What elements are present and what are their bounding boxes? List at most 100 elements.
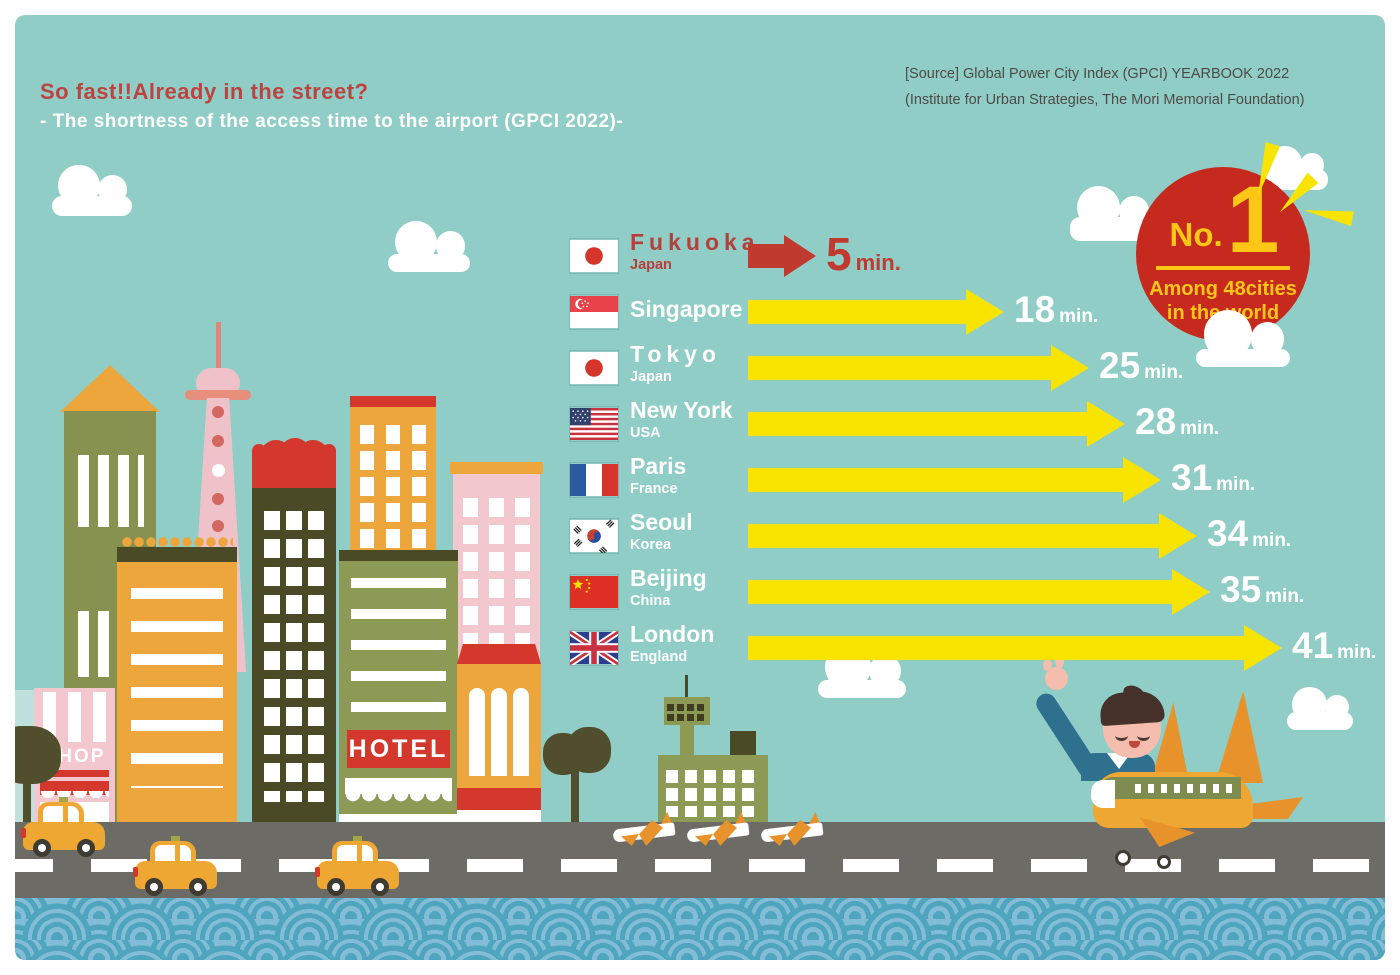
city-label: Tokyo Japan [630,342,721,385]
tree-icon [15,726,61,784]
taxi-cab [38,802,84,824]
tower-windows [667,701,707,721]
taxi-light [21,828,26,838]
minutes-number: 5 [826,228,852,280]
taxi-pillar [175,845,180,863]
awning [345,778,452,794]
city-label: New York USA [630,398,733,441]
tower-dot [212,520,224,532]
cloud [1287,687,1353,730]
hotel-sign-text: HOTEL [348,734,449,763]
city-name: Seoul [630,509,693,535]
source-line-1: [Source] Global Power City Index (GPCI) … [905,66,1290,82]
airport-terminal [648,675,778,822]
building-roofband [457,644,541,664]
arrow-shaft [748,468,1133,492]
terminal-windows [666,765,760,817]
time-arrow [748,289,1004,335]
minutes-number: 31 [1171,457,1213,498]
rank-number: 1 [1226,167,1280,274]
minutes-number: 28 [1135,401,1177,442]
minutes-unit: min. [1216,474,1256,495]
time-value: 28 min. [1135,400,1219,444]
flag-france-icon [569,462,619,498]
time-value: 31 min. [1171,456,1255,500]
time-value: 18 min. [1014,288,1098,332]
building-windows [264,502,324,802]
page-title: So fast!!Already in the street? [40,79,369,104]
man-head [1098,683,1166,758]
hotel-sign: HOTEL [347,730,450,768]
flag-china-icon [569,574,619,610]
taxi [315,836,399,896]
arrow-head [1244,625,1282,671]
tower-neck [680,725,694,755]
tower-dot [212,435,224,447]
minutes-number: 25 [1099,345,1141,386]
man-mouth [1129,741,1140,748]
taxi-pillar [357,845,362,863]
small-airplane-icon [686,812,757,856]
rank-prefix: No. [1169,215,1223,253]
flag-japan-icon [569,350,619,386]
storefront [457,810,541,822]
cloud [1196,309,1290,367]
awning-scallops [40,791,109,800]
chart-row: Paris France 31 min. [15,15,1385,960]
chart-row: Fukuoka Japan 5 min. [15,15,1385,960]
tower-antenna [685,675,688,699]
building-roof [60,365,160,412]
city-name: Fukuoka [630,229,760,255]
building-hotel: HOTEL [339,550,458,822]
plane-stabilizer [1253,797,1303,819]
plane-cockpit [1091,780,1115,808]
minutes-number: 18 [1014,289,1056,330]
city-name: Singapore [630,296,743,322]
arrow-shaft [748,580,1182,604]
minutes-unit: min. [1059,306,1099,327]
badge-caption-1: Among 48cities [1149,277,1297,300]
arrow-shaft [748,300,976,324]
storefront [339,814,458,822]
building-arch [491,688,507,776]
city-label: Singapore [630,297,742,321]
building-orange-front [457,644,541,822]
city-label: Beijing China [630,566,707,609]
minutes-unit: min. [1265,586,1305,607]
country-name: USA [630,425,661,442]
flag-korea-icon [569,518,619,554]
taxi-wheel [189,878,207,896]
taxi-pillar [63,806,68,824]
chart-row: Beijing China 35 min. [15,15,1385,960]
taxi-window [43,806,79,824]
rank-badge: No. 1 Among 48cities in the world [1136,167,1310,341]
city-label: Fukuoka Japan [630,230,760,273]
plane-wheel [1157,855,1171,869]
time-value: 34 min. [1207,512,1291,556]
shop-stripe [40,770,109,777]
tower-dot [212,464,225,477]
building-windows [360,418,426,562]
time-arrow [748,345,1089,391]
building-arch [513,688,529,776]
tower-dot [212,493,224,505]
cloud [388,220,470,272]
flag-usa-icon [569,406,619,442]
cornice-dots [121,536,233,548]
cornice-band [339,550,458,561]
taxi-light [315,867,320,877]
awning-scallops [345,794,452,803]
country-name: Korea [630,537,672,554]
plane-wheel [1115,850,1131,866]
taxi-wheel [77,839,95,857]
taxi-cab [150,841,196,863]
man-hand [1045,667,1068,690]
building-stripes [131,588,223,788]
tower-dot [212,406,224,418]
tower-needle [216,322,221,378]
taxi [133,836,217,896]
time-value: 41 min. [1292,624,1376,668]
minutes-unit: min. [1180,418,1220,439]
time-arrow [748,625,1282,671]
